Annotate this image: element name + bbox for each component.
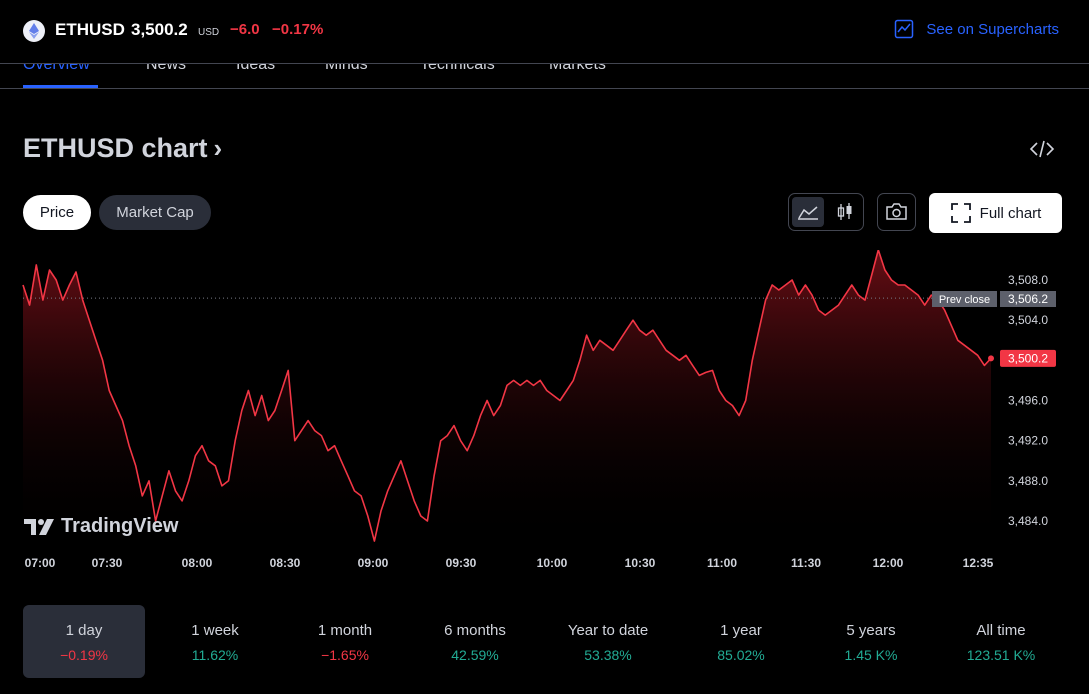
chart-title-link[interactable]: ETHUSD chart › [23, 133, 222, 164]
y-tick-label: 3,496.0 [1008, 394, 1048, 408]
period-change: 53.38% [584, 647, 632, 663]
period-label: 1 year [720, 622, 762, 639]
period-1-week[interactable]: 1 week 11.62% [154, 605, 276, 678]
x-axis: 07:00 07:30 08:00 08:30 09:00 09:30 10:00 10:30… [25, 556, 994, 570]
x-tick-label: 07:00 [25, 556, 56, 570]
area-chart-icon [798, 206, 818, 220]
code-icon[interactable] [1026, 134, 1058, 164]
tab-technicals[interactable]: Technicals [420, 64, 495, 73]
area-chart-button[interactable] [792, 197, 824, 227]
full-chart-button[interactable]: Full chart [929, 193, 1062, 233]
prev-close-value-bg [1000, 291, 1056, 307]
period-label: 6 months [444, 622, 506, 639]
camera-icon [886, 203, 907, 220]
price-change: −6.0 [230, 21, 260, 38]
chart-type-group [788, 193, 864, 231]
last-price: 3,500.2 [131, 20, 188, 39]
see-on-supercharts-link[interactable]: See on Supercharts [894, 19, 1059, 39]
tab-minds[interactable]: Minds [325, 64, 368, 73]
chevron-right-icon: › [213, 133, 223, 163]
x-tick-label: 08:30 [270, 556, 301, 570]
period-change: 85.02% [717, 647, 765, 663]
y-axis: 3,508.0 3,504.0 3,496.0 3,492.0 3,488.0 3,484… [1008, 273, 1048, 528]
period-year-to-date[interactable]: Year to date 53.38% [547, 605, 669, 678]
y-tick-label: 3,484.0 [1008, 514, 1048, 528]
candlestick-chart-button[interactable] [829, 197, 861, 227]
chart-line-icon [895, 19, 914, 39]
x-tick-label: 09:00 [358, 556, 389, 570]
price-change-percent: −0.17% [272, 21, 324, 38]
tab-ideas[interactable]: Ideas [236, 64, 276, 73]
price-toggle[interactable]: Price [23, 195, 91, 230]
period-change: 11.62% [191, 647, 239, 663]
prev-close-value: 3,506.2 [1008, 292, 1048, 306]
last-price-tag: 3,500.2 [1000, 349, 1056, 367]
last-price-tag-value: 3,500.2 [1008, 351, 1048, 365]
chart-title: ETHUSD chart [23, 133, 208, 163]
prev-close-label: Prev close [939, 294, 990, 306]
candlestick-icon [837, 203, 852, 220]
tradingview-brand: TradingView [61, 515, 179, 537]
period-change: 1.45 K% [844, 647, 898, 663]
prev-close-label-bg [932, 291, 997, 307]
period-change: 123.51 K% [966, 647, 1036, 663]
symbol-name: ETHUSD [55, 20, 125, 39]
period-label: 1 day [65, 622, 103, 639]
period-change: −1.65% [321, 647, 369, 663]
nav-divider [0, 88, 1089, 89]
active-tab-indicator [23, 85, 98, 88]
x-tick-label: 12:35 [963, 556, 994, 570]
section-tabs: Overview News Ideas Minds Technicals Mar… [0, 64, 1089, 88]
x-tick-label: 10:30 [625, 556, 656, 570]
x-tick-label: 08:00 [182, 556, 213, 570]
tradingview-logo: TradingView [23, 515, 178, 538]
tab-news[interactable]: News [146, 64, 187, 73]
period-all-time[interactable]: All time 123.51 K% [940, 605, 1062, 678]
fullscreen-icon [950, 203, 971, 223]
period-label: All time [976, 622, 1026, 639]
price-line [22, 250, 992, 542]
screenshot-button[interactable] [877, 193, 916, 231]
period-1-year[interactable]: 1 year 85.02% [680, 605, 802, 678]
tab-markets[interactable]: Markets [549, 64, 606, 73]
last-price-dot [988, 355, 994, 362]
y-tick-label: 3,492.0 [1008, 434, 1048, 448]
period-label: Year to date [567, 622, 649, 639]
period-change: −0.19% [60, 647, 108, 663]
period-label: 1 week [191, 622, 239, 639]
ethereum-icon [23, 20, 45, 42]
symbol-header: ETHUSD 3,500.2 USD −6.0 −0.17% See on Su… [0, 0, 1089, 63]
period-1-month[interactable]: 1 month −1.65% [284, 605, 406, 678]
x-tick-label: 07:30 [92, 556, 123, 570]
x-tick-label: 10:00 [537, 556, 568, 570]
last-price-tag-bg [1000, 349, 1056, 367]
supercharts-label: See on Supercharts [926, 20, 1059, 38]
tab-overview[interactable]: Overview [23, 64, 90, 73]
x-tick-label: 11:30 [791, 556, 821, 570]
full-chart-label: Full chart [979, 204, 1042, 222]
price-area-fill [23, 250, 991, 545]
period-label: 1 month [317, 622, 373, 639]
price-chart[interactable]: 3,508.0 3,504.0 3,496.0 3,492.0 3,488.0 3,484… [0, 250, 1089, 580]
market-cap-toggle[interactable]: Market Cap [99, 195, 211, 230]
period-5-years[interactable]: 5 years 1.45 K% [810, 605, 932, 678]
x-tick-label: 09:30 [446, 556, 477, 570]
x-tick-label: 11:00 [707, 556, 737, 570]
period-label: 5 years [846, 622, 896, 639]
x-tick-label: 12:00 [873, 556, 904, 570]
period-change: 42.59% [451, 647, 499, 663]
y-tick-label: 3,508.0 [1008, 273, 1048, 287]
y-tick-label: 3,504.0 [1008, 313, 1048, 327]
period-1-day[interactable]: 1 day −0.19% [23, 605, 145, 678]
y-tick-label: 3,488.0 [1008, 474, 1048, 488]
currency-label: USD [198, 27, 220, 38]
prev-close-tag: Prev close 3,506.2 [932, 291, 1056, 307]
tradingview-icon [24, 518, 54, 535]
period-6-months[interactable]: 6 months 42.59% [414, 605, 536, 678]
header-divider [0, 63, 1089, 64]
